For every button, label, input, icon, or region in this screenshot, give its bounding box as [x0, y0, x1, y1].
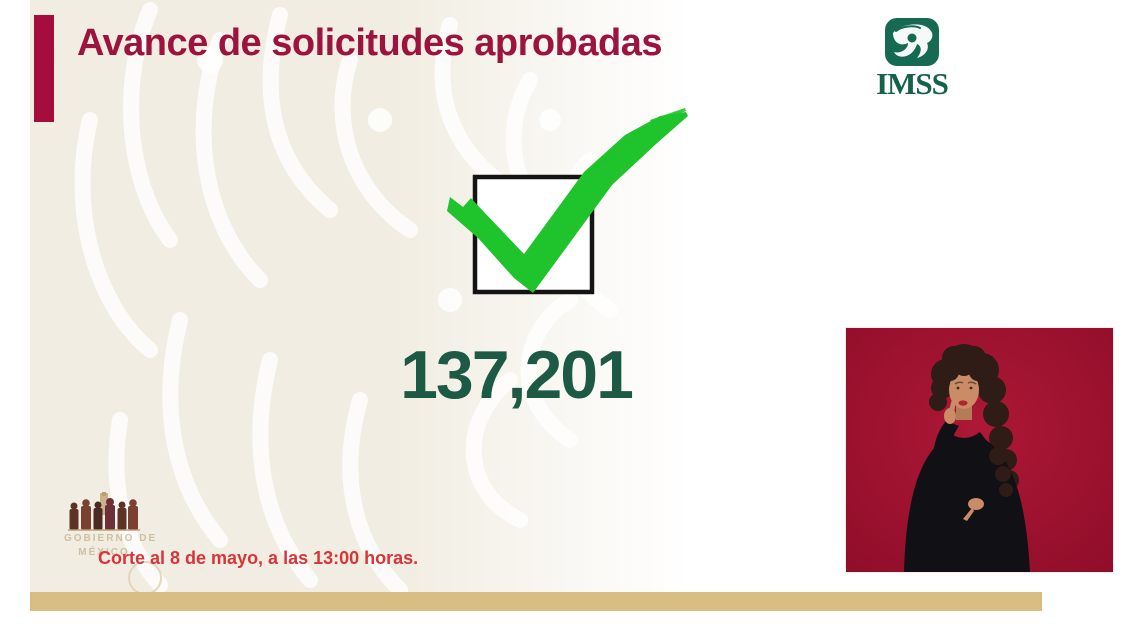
cutoff-note: Corte al 8 de mayo, a las 13:00 horas. [98, 548, 419, 568]
gobierno-mexico-heroes-icon [68, 492, 140, 531]
gobierno-mexico-logo: GOBIERNO DE MÉXICO [64, 492, 158, 559]
eagle-swirl-pattern [30, 0, 690, 592]
bottom-gold-bar [30, 592, 1042, 611]
checkbox-checkmark-icon [447, 108, 688, 295]
gobierno-text-line1: GOBIERNO DE [64, 533, 158, 544]
approved-count: 137,201 [400, 337, 634, 413]
gobierno-text-line2: MÉXICO [78, 546, 130, 558]
imss-eagle-icon [885, 18, 939, 66]
approved-checkbox-graphic [440, 98, 700, 303]
imss-wordmark: IMSS [876, 66, 949, 101]
imss-logo: IMSS [872, 18, 952, 99]
interpreter-still-image [846, 328, 1113, 572]
background-watermark [30, 0, 690, 592]
title-accent-bar [34, 15, 54, 122]
page-title: Avance de solicitudes aprobadas [77, 22, 662, 64]
sign-language-interpreter-video [845, 327, 1114, 573]
